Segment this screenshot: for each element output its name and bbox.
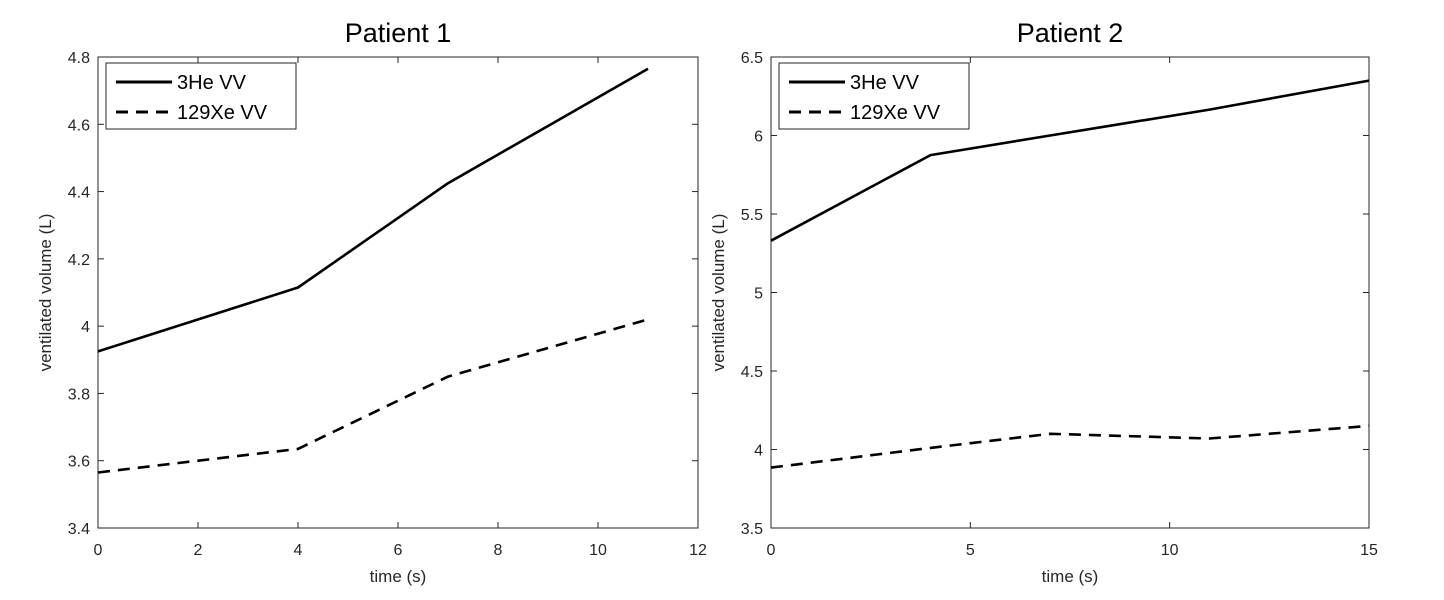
y-tick-label: 3.8 bbox=[68, 386, 90, 403]
x-tick-label: 5 bbox=[966, 542, 975, 559]
y-tick-label: 3.4 bbox=[68, 521, 90, 538]
plot-area bbox=[770, 56, 1370, 529]
legend-label-1: 3He VV bbox=[177, 72, 247, 94]
x-tick-label: 6 bbox=[394, 542, 403, 559]
series-line-1 bbox=[97, 67, 649, 353]
y-axis-label: ventilated volume (L) bbox=[36, 214, 55, 372]
x-tick-label: 10 bbox=[589, 542, 607, 559]
y-tick-label: 4.2 bbox=[68, 252, 90, 269]
y-tick-label: 3.5 bbox=[741, 521, 763, 538]
chart-panel-1: 0 2 4 6 8 10 12 3.4 3.6 3.8 4 4.2 4.4 4.6 4.8 Patient 1… bbox=[36, 18, 707, 586]
legend-label-2: 129Xe VV bbox=[177, 102, 268, 124]
y-tick-label: 6.5 bbox=[741, 50, 763, 67]
y-tick-label: 5 bbox=[754, 286, 763, 303]
legend: 3He VV 129Xe VV bbox=[105, 62, 297, 130]
plot-area bbox=[97, 56, 699, 529]
x-axis-label: time (s) bbox=[370, 567, 427, 586]
y-tick-label: 6 bbox=[754, 129, 763, 146]
x-tick-label: 15 bbox=[1360, 542, 1378, 559]
series-line-2 bbox=[770, 424, 1370, 469]
chart-title: Patient 1 bbox=[345, 18, 452, 48]
y-tick-label: 3.6 bbox=[68, 454, 90, 471]
legend-label-2: 129Xe VV bbox=[850, 102, 941, 124]
x-tick-label: 0 bbox=[94, 542, 103, 559]
legend-box bbox=[105, 62, 297, 130]
x-tick-label: 0 bbox=[767, 542, 776, 559]
y-axis-label: ventilated volume (L) bbox=[709, 214, 728, 372]
y-tick-label: 4.8 bbox=[68, 50, 90, 67]
y-tick-label: 4 bbox=[754, 443, 763, 460]
legend-box bbox=[778, 62, 970, 130]
legend: 3He VV 129Xe VV bbox=[778, 62, 970, 130]
chart-panel-2: 0 5 10 15 3.5 4 4.5 5 5.5 6 6.5 Patient 2 time (s) ve… bbox=[709, 18, 1378, 586]
x-axis-label: time (s) bbox=[1042, 567, 1099, 586]
y-tick-label: 4.5 bbox=[741, 364, 763, 381]
x-tick-label: 4 bbox=[294, 542, 303, 559]
chart-title: Patient 2 bbox=[1017, 18, 1124, 48]
x-tick-label: 12 bbox=[689, 542, 707, 559]
x-tick-label: 8 bbox=[494, 542, 503, 559]
legend-label-1: 3He VV bbox=[850, 72, 920, 94]
series-line-2 bbox=[97, 318, 649, 474]
y-tick-label: 4.4 bbox=[68, 185, 90, 202]
y-tick-label: 4 bbox=[81, 319, 90, 336]
x-tick-label: 10 bbox=[1161, 542, 1179, 559]
y-tick-label: 5.5 bbox=[741, 207, 763, 224]
series-line-1 bbox=[770, 79, 1370, 242]
x-tick-label: 2 bbox=[194, 542, 203, 559]
y-tick-label: 4.6 bbox=[68, 117, 90, 134]
